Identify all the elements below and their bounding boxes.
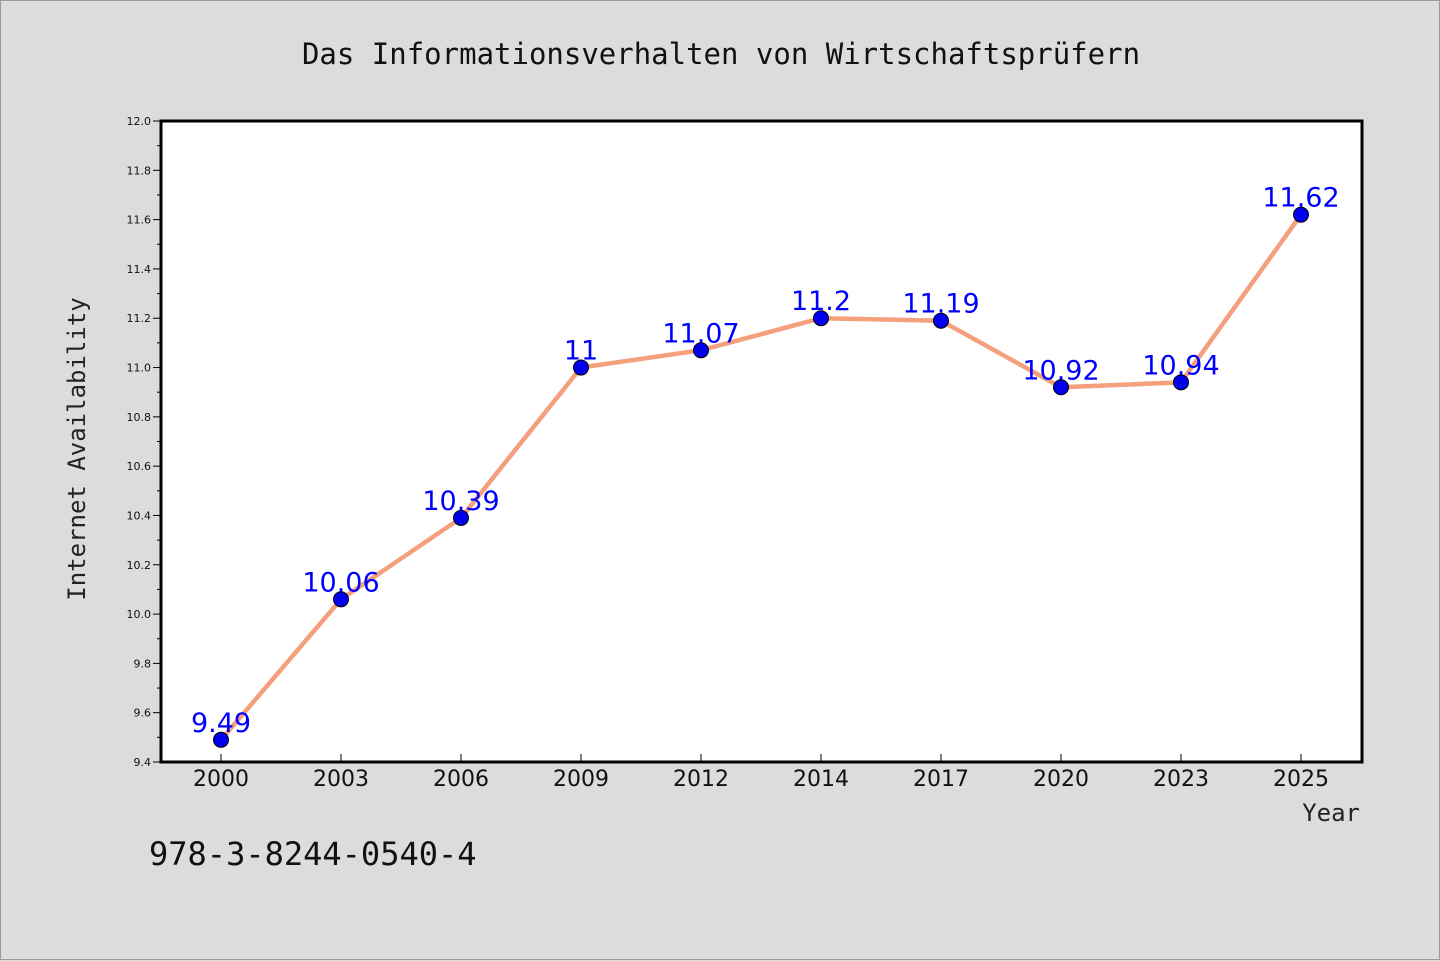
y-tick-label: 9.8 — [134, 657, 152, 670]
x-tick-label: 2006 — [433, 767, 489, 792]
data-label: 11.07 — [662, 318, 739, 349]
data-label: 10.39 — [422, 486, 499, 517]
y-tick-label: 11.4 — [127, 263, 152, 276]
data-point — [1173, 374, 1189, 391]
y-tick-label: 9.6 — [134, 707, 152, 720]
data-label: 10.06 — [302, 567, 379, 598]
y-tick-label: 9.4 — [134, 756, 152, 769]
x-axis: 2000 2003 2006 2009 2012 2014 2017 2020 2023 2025 — [193, 754, 1329, 792]
x-tick-label: 2009 — [553, 767, 609, 792]
y-tick-label: 12.0 — [127, 115, 152, 128]
y-tick-label: 11.2 — [127, 312, 152, 325]
x-tick-label: 2020 — [1033, 767, 1089, 792]
x-tick-label: 2000 — [193, 767, 249, 792]
data-point — [453, 509, 469, 526]
data-point — [693, 342, 709, 359]
data-point — [333, 591, 349, 608]
footer-code: 978-3-8244-0540-4 — [149, 835, 477, 873]
data-label: 11.19 — [902, 289, 979, 320]
data-point — [813, 310, 829, 327]
x-tick-label: 2014 — [793, 767, 849, 792]
y-axis: 9.4 9.6 9.8 10.0 10.2 10.4 10.6 10.8 11.0 11.2 11.… — [127, 115, 161, 769]
x-tick-label: 2012 — [673, 767, 729, 792]
y-tick-label: 11.8 — [127, 164, 152, 177]
data-point — [1293, 206, 1309, 223]
data-point — [573, 359, 589, 376]
y-tick-label: 10.6 — [127, 460, 152, 473]
data-label: 9.49 — [191, 708, 251, 739]
y-tick-label: 10.2 — [127, 559, 152, 572]
y-tick-label: 11.6 — [127, 214, 152, 227]
y-tick-label: 11.0 — [127, 362, 152, 375]
data-label: 11.2 — [791, 286, 851, 317]
data-label: 10.94 — [1142, 350, 1219, 381]
data-label: 10.92 — [1022, 355, 1099, 386]
plot-area — [159, 119, 1364, 764]
x-axis-label: Year — [1302, 799, 1360, 827]
series-group: 9.49 10.06 10.39 11 11.07 11.2 11.19 10.92 10.94… — [191, 183, 1340, 748]
x-tick-label: 2023 — [1153, 767, 1209, 792]
x-tick-label: 2017 — [913, 767, 969, 792]
x-tick-label: 2025 — [1273, 767, 1329, 792]
y-tick-label: 10.4 — [127, 509, 152, 522]
data-point — [213, 731, 229, 748]
data-label: 11.62 — [1262, 183, 1339, 214]
y-tick-label: 10.0 — [127, 608, 152, 621]
data-point — [933, 312, 949, 329]
data-label: 11 — [564, 336, 598, 367]
x-tick-label: 2003 — [313, 767, 369, 792]
chart-title: Das Informationsverhalten von Wirtschaft… — [302, 37, 1140, 71]
y-tick-label: 10.8 — [127, 411, 152, 424]
y-axis-label: Internet Availability — [63, 297, 91, 600]
data-point — [1053, 379, 1069, 396]
series-line — [218, 212, 1304, 743]
